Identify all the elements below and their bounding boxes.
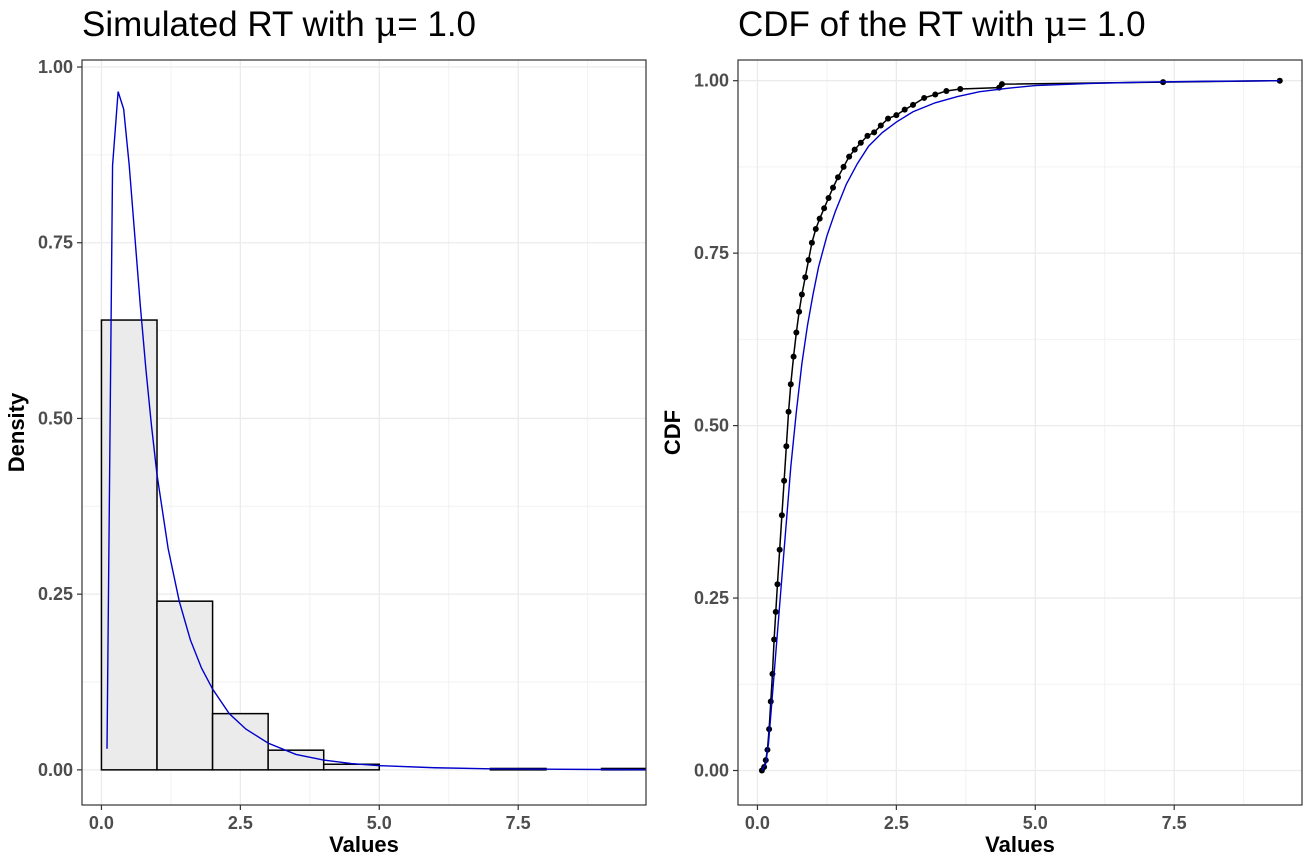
empirical-cdf	[758, 77, 1283, 774]
empirical-cdf-point	[781, 477, 788, 484]
y-tick-label: 1.00	[38, 57, 73, 77]
empirical-cdf-point	[783, 443, 790, 450]
y-tick-label: 0.25	[694, 588, 729, 608]
histogram-ticks: 0.0 2.5 5.0 7.5 0.00 0.25 0.50 0.75 1.00	[38, 57, 531, 833]
y-tick-label: 0.75	[694, 243, 729, 263]
y-tick-label: 0.50	[38, 408, 73, 428]
x-tick-label: 0.0	[745, 813, 770, 833]
empirical-cdf-point	[871, 129, 878, 136]
histogram-bar-2	[211, 712, 269, 771]
empirical-cdf-point	[793, 329, 800, 336]
cdf-panel: CDF of the RT with μ= 1.0 0.0 2.5 5.0 7.50.…	[660, 5, 1303, 857]
empirical-cdf-point	[932, 91, 939, 98]
x-tick-label: 5.0	[367, 813, 392, 833]
empirical-cdf-point	[877, 122, 884, 129]
y-tick-label: 0.50	[694, 416, 729, 436]
density-curve-line	[106, 91, 646, 771]
x-tick-label: 2.5	[228, 813, 253, 833]
empirical-cdf-point	[785, 408, 792, 415]
histogram-x-axis-label: Values	[329, 832, 399, 857]
y-tick-label: 1.00	[694, 71, 729, 91]
empirical-cdf-point	[776, 546, 783, 553]
theoretical-cdf	[761, 79, 1280, 771]
empirical-cdf-point	[816, 215, 823, 222]
empirical-cdf-point	[798, 291, 805, 298]
cdf-ticks: 0.0 2.5 5.0 7.5 0.00 0.25 0.50 0.75 1.00	[694, 71, 1187, 833]
y-tick-label: 0.75	[38, 233, 73, 253]
empirical-cdf-point	[864, 132, 871, 139]
cdf-grid	[738, 60, 1302, 805]
y-tick-label: 0.00	[38, 760, 73, 780]
histogram-title: Simulated RT with μ= 1.0	[82, 5, 476, 45]
empirical-cdf-point	[796, 308, 803, 315]
histogram-bar-3	[267, 749, 325, 771]
cdf-y-axis-label: CDF	[660, 410, 685, 455]
empirical-cdf-point	[830, 184, 837, 191]
empirical-cdf-point	[805, 257, 812, 264]
empirical-cdf-point	[790, 353, 797, 360]
x-tick-label: 5.0	[1023, 813, 1048, 833]
empirical-cdf-point	[910, 101, 917, 108]
empirical-cdf-point	[943, 88, 950, 95]
y-tick-label: 0.25	[38, 584, 73, 604]
empirical-cdf-point	[998, 81, 1005, 88]
empirical-cdf-point	[778, 512, 785, 519]
histogram-bar-4	[322, 763, 381, 771]
empirical-cdf-point	[840, 163, 847, 170]
empirical-cdf-point	[851, 146, 858, 153]
empirical-cdf-point	[885, 115, 892, 122]
x-tick-label: 7.5	[1162, 813, 1187, 833]
histogram-y-axis-label: Density	[4, 392, 29, 472]
cdf-title: CDF of the RT with μ= 1.0	[738, 5, 1146, 45]
empirical-cdf-point	[821, 205, 828, 212]
empirical-cdf-point	[767, 698, 774, 705]
empirical-cdf-point	[846, 153, 853, 160]
empirical-cdf-point	[772, 608, 779, 615]
empirical-cdf-point	[835, 174, 842, 181]
empirical-cdf-point	[901, 106, 908, 113]
cdf-x-axis-label: Values	[985, 832, 1055, 857]
empirical-cdf-point	[921, 94, 928, 101]
empirical-cdf-point	[957, 85, 964, 92]
histogram-bar-1	[156, 600, 214, 771]
empirical-cdf-point	[825, 194, 832, 201]
x-tick-label: 0.0	[89, 813, 114, 833]
theoretical-cdf-line	[761, 79, 1280, 771]
empirical-cdf-point	[774, 581, 781, 588]
x-tick-label: 2.5	[884, 813, 909, 833]
histogram-panel-border	[81, 59, 647, 806]
empirical-cdf-point	[812, 226, 819, 233]
empirical-cdf-point	[893, 112, 900, 119]
histogram-panel: Simulated RT with μ= 1.0 0.0 2.5 5.0 7.50.0…	[4, 5, 647, 857]
y-tick-label: 0.00	[694, 761, 729, 781]
x-tick-label: 7.5	[506, 813, 531, 833]
cdf-panel-border	[737, 59, 1303, 806]
empirical-cdf-point	[808, 239, 815, 246]
empirical-cdf-point	[802, 274, 809, 281]
empirical-cdf-point	[771, 636, 778, 643]
empirical-cdf-point	[787, 381, 794, 388]
empirical-cdf-point	[857, 139, 864, 146]
density-curve	[106, 91, 646, 771]
plot-background	[738, 60, 1302, 805]
